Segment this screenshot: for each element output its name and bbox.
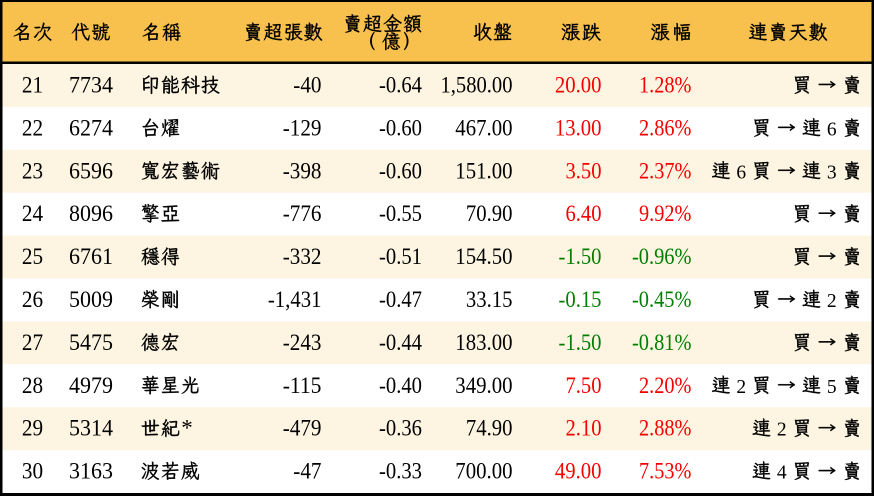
svg-text:24: 24 — [22, 201, 44, 226]
svg-text:183.00: 183.00 — [455, 330, 512, 355]
svg-text:-243: -243 — [283, 330, 322, 355]
svg-text:-0.81%: -0.81% — [632, 330, 692, 355]
svg-text:4: 4 — [777, 463, 787, 484]
svg-text:8096: 8096 — [69, 201, 113, 226]
svg-text:5314: 5314 — [69, 416, 113, 441]
svg-text:3163: 3163 — [69, 459, 113, 484]
svg-text:-0.51: -0.51 — [379, 244, 422, 269]
svg-text:-129: -129 — [283, 115, 322, 140]
svg-text:6596: 6596 — [69, 158, 113, 183]
svg-text:3: 3 — [827, 162, 837, 183]
svg-text:49.00: 49.00 — [555, 459, 602, 484]
svg-text:5: 5 — [827, 377, 837, 398]
svg-text:-398: -398 — [283, 158, 322, 183]
svg-text:-0.64: -0.64 — [379, 72, 422, 97]
svg-text:21: 21 — [22, 72, 43, 97]
svg-text:467.00: 467.00 — [455, 115, 512, 140]
svg-text:26: 26 — [22, 287, 43, 312]
svg-text:-0.60: -0.60 — [379, 115, 422, 140]
svg-text:-776: -776 — [283, 201, 322, 226]
svg-text:13.00: 13.00 — [555, 115, 602, 140]
svg-text:-0.45%: -0.45% — [632, 287, 692, 312]
svg-text:30: 30 — [22, 459, 43, 484]
svg-text:7734: 7734 — [69, 72, 113, 97]
svg-text:6: 6 — [736, 162, 746, 183]
svg-text:-0.40: -0.40 — [379, 373, 422, 398]
svg-text:-332: -332 — [283, 244, 322, 269]
svg-text:20.00: 20.00 — [555, 72, 602, 97]
svg-text:2: 2 — [736, 377, 746, 398]
svg-text:5475: 5475 — [69, 330, 113, 355]
svg-text:2: 2 — [827, 291, 837, 312]
svg-text:28: 28 — [22, 373, 43, 398]
svg-text:9.92%: 9.92% — [639, 201, 692, 226]
svg-text:23: 23 — [22, 158, 43, 183]
svg-text:2.88%: 2.88% — [639, 416, 692, 441]
svg-text:4979: 4979 — [69, 373, 113, 398]
svg-text:-0.60: -0.60 — [379, 158, 422, 183]
svg-text:-1,431: -1,431 — [268, 287, 322, 312]
svg-text:-0.55: -0.55 — [379, 201, 422, 226]
svg-text:700.00: 700.00 — [455, 459, 512, 484]
svg-text:-0.36: -0.36 — [379, 416, 422, 441]
svg-text:-40: -40 — [293, 72, 321, 97]
svg-text:-1.50: -1.50 — [559, 244, 602, 269]
svg-text:1.28%: 1.28% — [639, 72, 692, 97]
svg-text:29: 29 — [22, 416, 43, 441]
svg-text:-47: -47 — [293, 459, 321, 484]
svg-text:2.20%: 2.20% — [639, 373, 692, 398]
svg-text:349.00: 349.00 — [455, 373, 512, 398]
svg-text:-1.50: -1.50 — [559, 330, 602, 355]
svg-text:2.86%: 2.86% — [639, 115, 692, 140]
svg-text:70.90: 70.90 — [466, 201, 513, 226]
svg-text:2: 2 — [777, 420, 787, 441]
svg-text:3.50: 3.50 — [566, 158, 602, 183]
svg-text:7.50: 7.50 — [566, 373, 602, 398]
svg-text:-0.15: -0.15 — [559, 287, 602, 312]
svg-text:6.40: 6.40 — [566, 201, 602, 226]
svg-text:154.50: 154.50 — [455, 244, 512, 269]
svg-text:22: 22 — [22, 115, 43, 140]
svg-text:-0.47: -0.47 — [379, 287, 422, 312]
svg-text:2.37%: 2.37% — [639, 158, 692, 183]
svg-text:6274: 6274 — [69, 115, 113, 140]
svg-text:25: 25 — [22, 244, 43, 269]
svg-text:*: * — [181, 416, 193, 441]
svg-text:-115: -115 — [283, 373, 322, 398]
svg-text:-479: -479 — [283, 416, 322, 441]
svg-text:-0.96%: -0.96% — [632, 244, 692, 269]
svg-text:6761: 6761 — [69, 244, 113, 269]
svg-text:7.53%: 7.53% — [639, 459, 692, 484]
svg-text:-0.33: -0.33 — [379, 459, 422, 484]
svg-text:-0.44: -0.44 — [379, 330, 422, 355]
svg-text:2.10: 2.10 — [566, 416, 602, 441]
svg-text:1,580.00: 1,580.00 — [441, 72, 513, 97]
svg-text:151.00: 151.00 — [455, 158, 512, 183]
svg-text:5009: 5009 — [69, 287, 113, 312]
svg-text:6: 6 — [827, 119, 837, 140]
svg-text:33.15: 33.15 — [466, 287, 513, 312]
svg-text:74.90: 74.90 — [466, 416, 513, 441]
svg-text:27: 27 — [22, 330, 43, 355]
